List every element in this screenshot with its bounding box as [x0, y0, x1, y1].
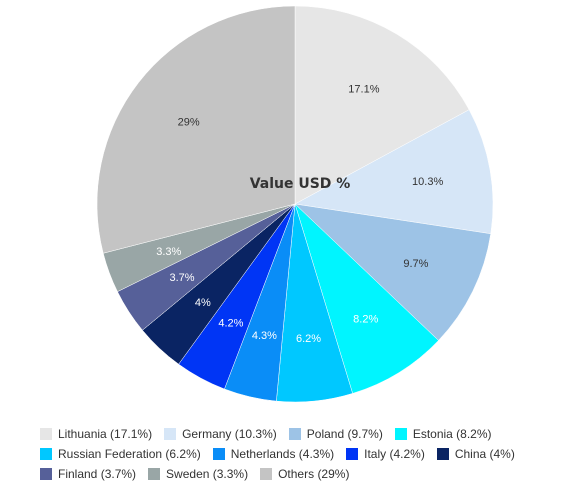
legend-swatch — [436, 448, 449, 460]
legend-label: Russian Federation (6.2%) — [58, 447, 201, 461]
slice-label-italy: 4.2% — [218, 317, 243, 329]
legend-swatch — [288, 428, 301, 440]
slice-label-china: 4% — [195, 297, 211, 309]
pie-slice-poland — [294, 203, 492, 341]
legend-swatch — [40, 448, 52, 460]
legend-swatch — [148, 468, 161, 480]
slice-label-estonia: 8.2% — [353, 314, 378, 326]
legend-swatch — [212, 448, 225, 460]
slice-label-netherlands: 4.3% — [252, 330, 277, 342]
legend: Lithuania (17.1%) Germany (10.3%) Poland (… — [40, 424, 560, 484]
legend-item-china[interactable]: China (4%) — [436, 447, 515, 461]
pie-chart-svg: 17.1% 10.3% 9.7% 8.2% 6.2% 4.3% 4.2% 4% 3.7% 3.3%… — [96, 5, 494, 403]
legend-swatch — [164, 428, 177, 440]
legend-item-sweden[interactable]: Sweden (3.3%) — [148, 467, 248, 481]
slice-label-finland: 3.7% — [169, 272, 194, 284]
legend-swatch — [394, 428, 407, 440]
legend-item-italy[interactable]: Italy (4.2%) — [346, 447, 425, 461]
legend-item-russian-federation[interactable]: Russian Federation (6.2%) — [40, 447, 201, 461]
legend-label: Sweden (3.3%) — [166, 467, 249, 481]
pie-slice-others — [96, 5, 296, 254]
legend-item-estonia[interactable]: Estonia (8.2%) — [394, 427, 492, 441]
legend-label: Lithuania (17.1%) — [58, 427, 153, 441]
legend-swatch — [40, 428, 52, 440]
legend-row: Lithuania (17.1%) Germany (10.3%) Poland (… — [40, 424, 560, 444]
pie-slice-lithuania — [294, 5, 470, 205]
chart-title: Value USD % — [250, 176, 351, 192]
legend-label: Germany (10.3%) — [182, 427, 277, 441]
slice-label-russian-federation: 6.2% — [296, 333, 321, 345]
legend-item-poland[interactable]: Poland (9.7%) — [288, 427, 383, 441]
legend-swatch — [346, 448, 359, 460]
legend-item-others[interactable]: Others (29%) — [260, 467, 349, 481]
legend-swatch — [260, 468, 273, 480]
slice-label-lithuania: 17.1% — [348, 83, 379, 95]
legend-label: Estonia (8.2%) — [412, 427, 492, 441]
legend-item-germany[interactable]: Germany (10.3%) — [164, 427, 277, 441]
legend-label: Poland (9.7%) — [306, 427, 383, 441]
slice-label-sweden: 3.3% — [156, 246, 181, 258]
legend-label: Others (29%) — [278, 467, 350, 481]
slice-label-germany: 10.3% — [412, 176, 443, 188]
legend-label: Finland (3.7%) — [58, 467, 137, 481]
pie-slice-labels: 17.1% 10.3% 9.7% 8.2% 6.2% 4.3% 4.2% 4% 3.7% 3.3%… — [156, 83, 443, 345]
legend-row: Finland (3.7%) Sweden (3.3%) Others (29%) — [40, 464, 560, 484]
pie-slices — [96, 5, 494, 403]
legend-row: Russian Federation (6.2%) Netherlands (4.… — [40, 444, 560, 464]
legend-swatch — [40, 468, 52, 480]
slice-label-poland: 9.7% — [403, 258, 428, 270]
legend-label: Italy (4.2%) — [364, 447, 425, 461]
legend-label: China (4%) — [454, 447, 515, 461]
slice-label-others: 29% — [178, 116, 200, 128]
legend-item-lithuania[interactable]: Lithuania (17.1%) — [40, 427, 152, 441]
pie-slice-germany — [294, 109, 494, 235]
legend-item-finland[interactable]: Finland (3.7%) — [40, 467, 136, 481]
legend-item-netherlands[interactable]: Netherlands (4.3%) — [212, 447, 335, 461]
legend-label: Netherlands (4.3%) — [230, 447, 335, 461]
pie-slice-estonia — [294, 203, 439, 394]
